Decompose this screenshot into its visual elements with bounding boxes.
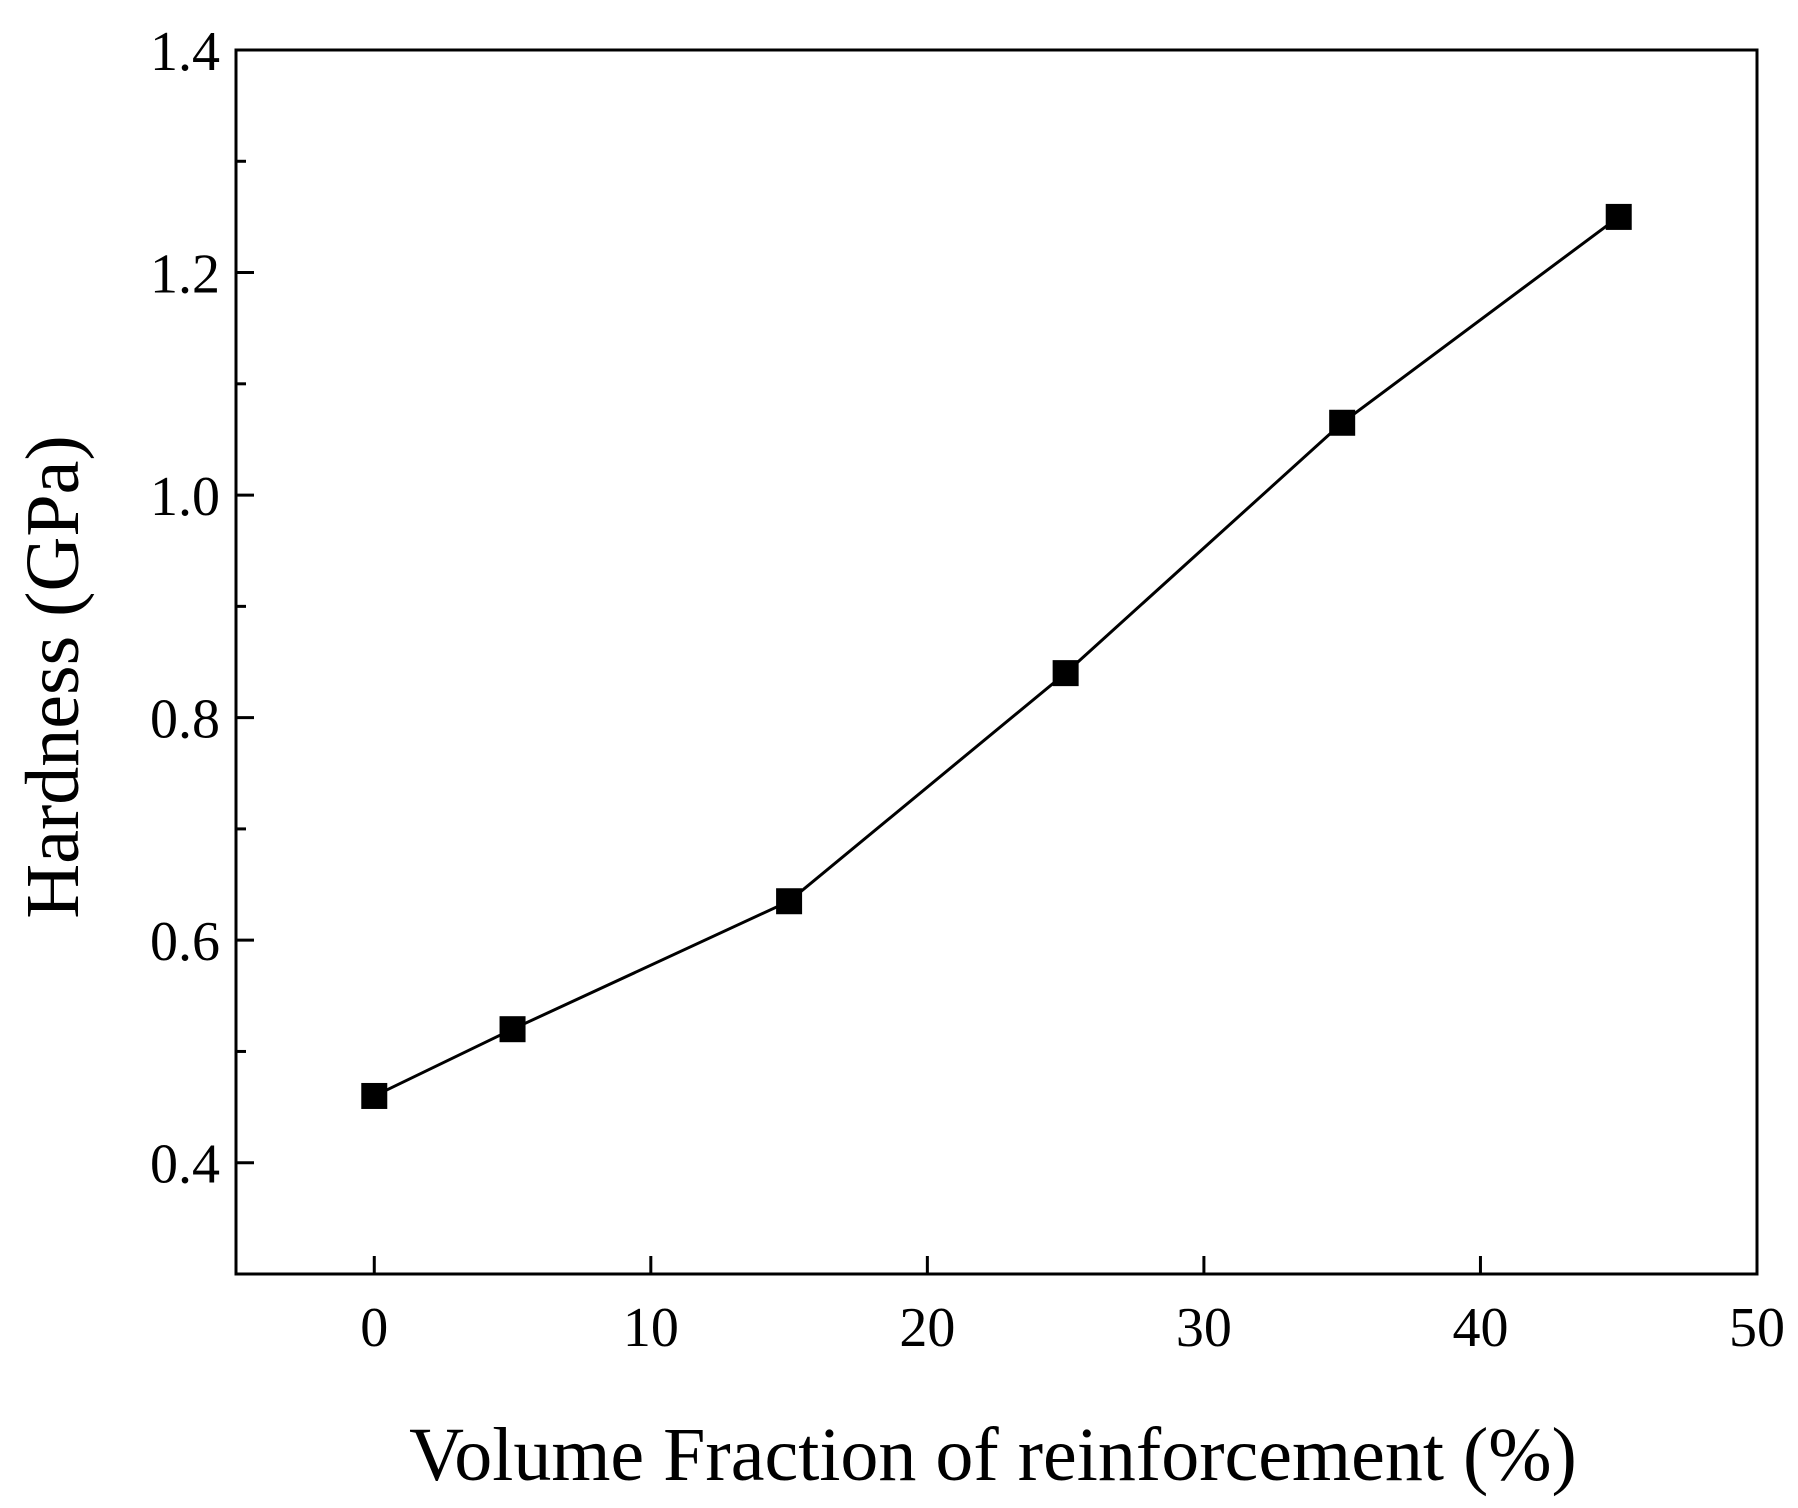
x-axis-title: Volume Fraction of reinforcement (%)	[409, 1413, 1577, 1497]
y-tick-label-1.4: 1.4	[150, 21, 220, 83]
data-point-15	[776, 888, 803, 915]
y-tick-label-0.6: 0.6	[150, 911, 220, 973]
y-tick-label-1.0: 1.0	[150, 466, 220, 528]
x-tick-label-30: 30	[1176, 1297, 1232, 1359]
y-tick-label-0.8: 0.8	[150, 689, 220, 751]
data-point-35	[1329, 409, 1356, 436]
data-point-25	[1052, 660, 1079, 687]
series-line-0	[373, 215, 1620, 1098]
data-point-5	[499, 1016, 526, 1043]
y-tick-label-0.4: 0.4	[150, 1134, 220, 1196]
data-point-0	[361, 1082, 388, 1109]
x-tick-label-0: 0	[360, 1297, 388, 1359]
x-tick-label-10: 10	[623, 1297, 679, 1359]
data-point-45	[1605, 203, 1632, 230]
y-axis-title: Hardness (GPa)	[11, 435, 95, 918]
y-tick-label-1.2: 1.2	[150, 244, 220, 306]
x-tick-label-40: 40	[1452, 1297, 1508, 1359]
x-tick-label-50: 50	[1729, 1297, 1785, 1359]
x-tick-label-20: 20	[899, 1297, 955, 1359]
plot-frame	[234, 48, 1759, 1276]
plot-area: 0 10 20 30 40 50 0.4 0.6 0.8 1.0 1.2 1.4	[150, 21, 1785, 1359]
